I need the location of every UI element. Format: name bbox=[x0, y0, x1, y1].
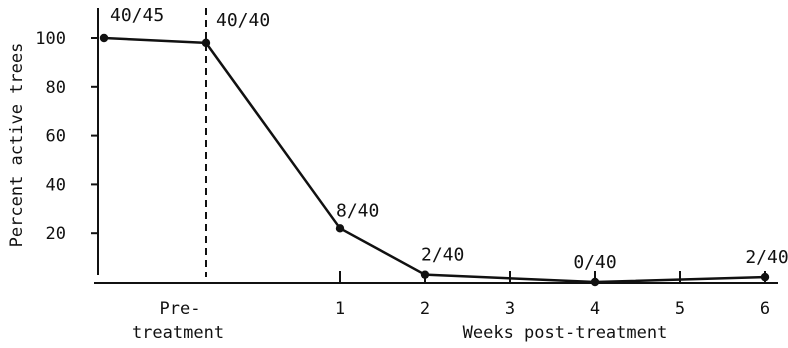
data-point bbox=[335, 224, 345, 233]
data-label: 8/40 bbox=[336, 200, 379, 221]
y-tick-label: 100 bbox=[35, 29, 66, 49]
y-tick-label: 20 bbox=[46, 224, 66, 244]
series-line bbox=[103, 36, 766, 284]
y-axis-title: Percent active trees bbox=[7, 43, 27, 248]
x-tick-label: 2 bbox=[420, 299, 430, 319]
x-tick-label: 4 bbox=[590, 299, 600, 319]
data-point bbox=[760, 272, 770, 282]
data-label: 2/40 bbox=[421, 245, 464, 266]
data-point bbox=[420, 270, 430, 279]
x-axis-title: Weeks post-treatment bbox=[463, 323, 668, 343]
x-tick-label: 1 bbox=[335, 299, 345, 319]
data-point bbox=[99, 33, 109, 43]
data-label: 40/40 bbox=[216, 10, 270, 31]
data-point bbox=[590, 277, 600, 287]
x-tick-label: 5 bbox=[675, 299, 685, 319]
data-label: 0/40 bbox=[573, 252, 616, 273]
y-tick-label: 40 bbox=[46, 175, 66, 195]
pre-treatment-label: Pre- bbox=[160, 299, 201, 319]
y-tick-label: 80 bbox=[46, 78, 66, 98]
x-tick-label: 3 bbox=[505, 299, 515, 319]
data-label: 2/40 bbox=[745, 247, 788, 268]
data-label: 40/45 bbox=[110, 5, 164, 26]
data-point bbox=[201, 38, 211, 48]
pre-treatment-label: treatment bbox=[132, 323, 224, 343]
x-tick-label: 6 bbox=[760, 299, 770, 319]
y-tick-label: 60 bbox=[46, 127, 66, 147]
